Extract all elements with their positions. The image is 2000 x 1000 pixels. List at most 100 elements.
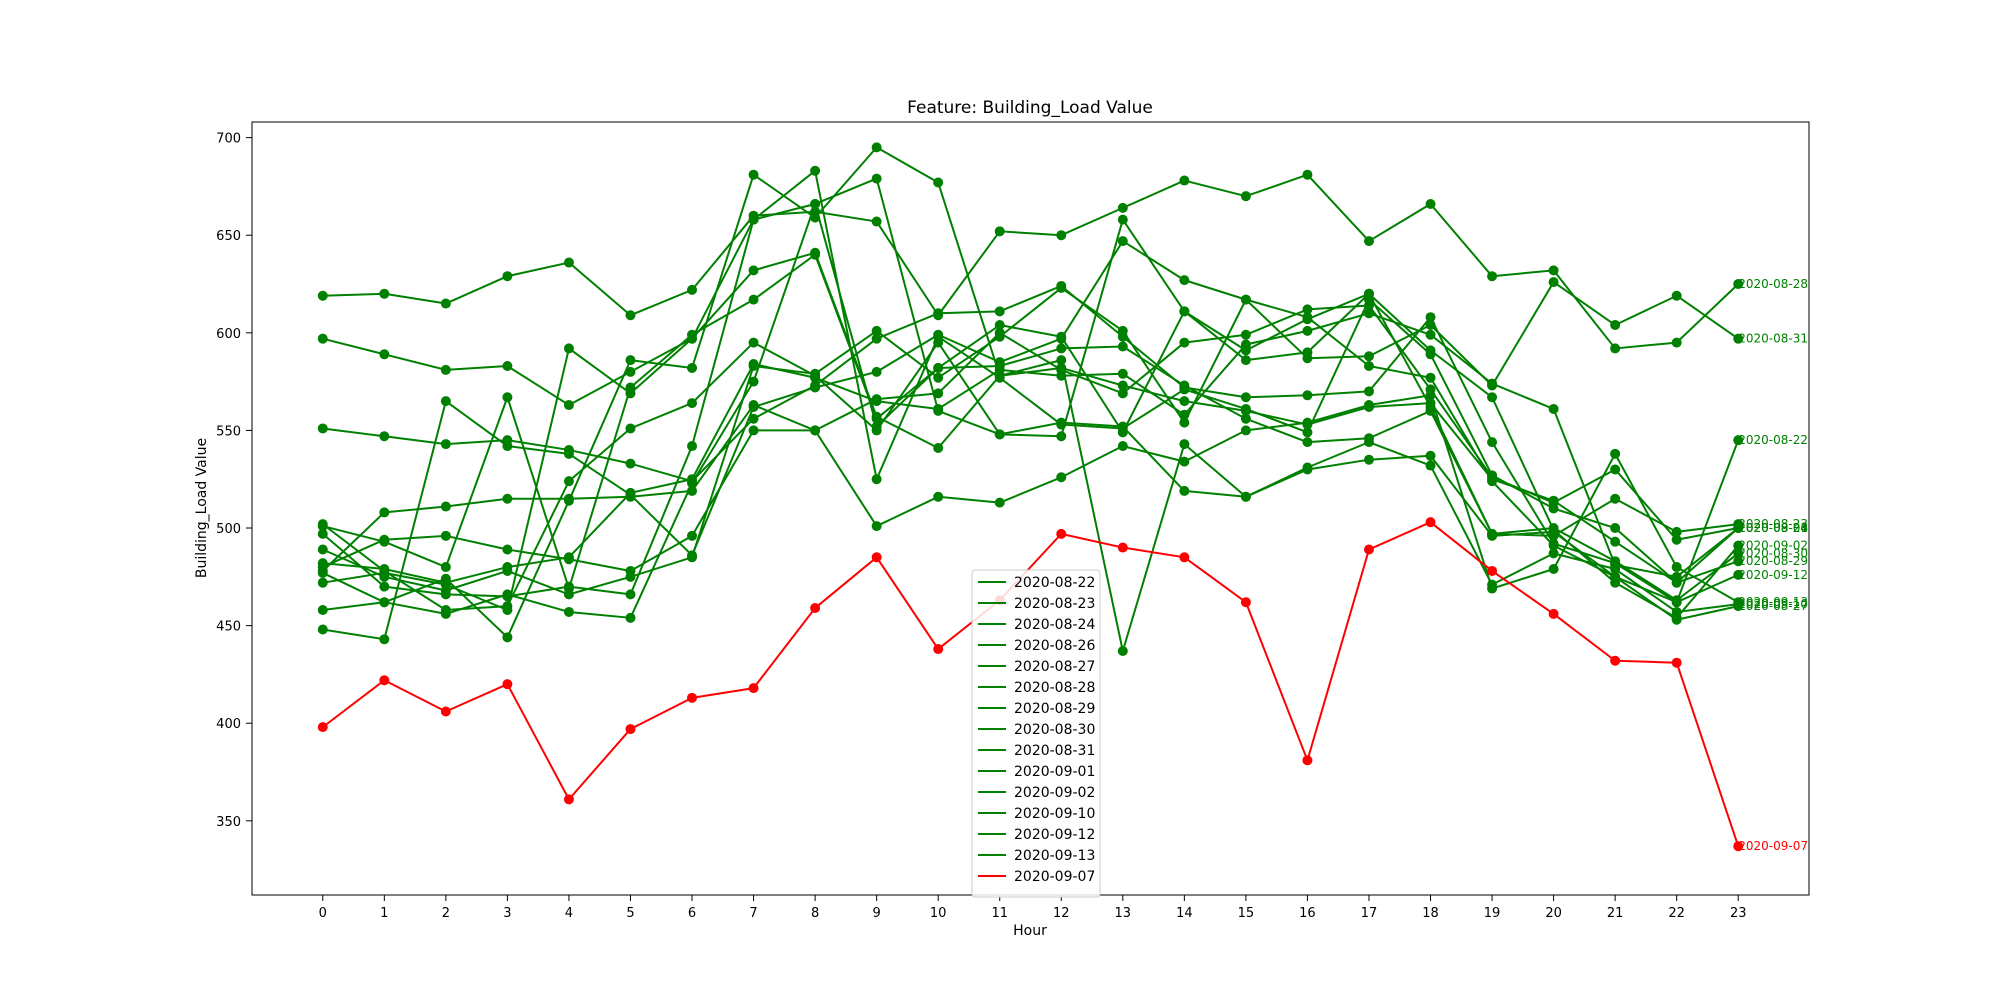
data-point (748, 376, 759, 387)
data-point (625, 366, 636, 377)
series-end-label: 2020-08-23 (1738, 517, 1808, 531)
series-line (322, 521, 1740, 847)
data-point (871, 413, 882, 424)
data-point (1240, 425, 1251, 436)
data-point (994, 357, 1005, 368)
data-point (1302, 417, 1313, 428)
data-point (1425, 450, 1436, 461)
legend-item: 2020-08-29 (978, 701, 1095, 717)
legend-label: 2020-09-07 (1014, 869, 1095, 885)
data-point (1056, 528, 1067, 539)
data-point (1363, 400, 1374, 411)
data-point (379, 288, 390, 299)
data-point (1240, 355, 1251, 366)
data-point (563, 589, 574, 600)
data-point (1671, 562, 1682, 573)
data-point (502, 361, 513, 372)
series-end-label: 2020-09-10 (1738, 597, 1808, 611)
data-point (1302, 169, 1313, 180)
series-layer: 2020-08-222020-08-232020-08-242020-08-26… (317, 142, 1808, 853)
data-point (687, 485, 698, 496)
x-tick-label: 22 (1668, 906, 1685, 921)
data-point (1548, 265, 1559, 276)
data-point (1179, 337, 1190, 348)
x-tick-label: 10 (930, 906, 947, 921)
legend-label: 2020-08-31 (1014, 743, 1095, 759)
x-tick-label: 16 (1299, 906, 1316, 921)
data-point (871, 333, 882, 344)
data-point (625, 491, 636, 502)
data-point (1302, 390, 1313, 401)
y-tick-label: 650 (216, 229, 241, 244)
data-point (748, 425, 759, 436)
data-point (1610, 556, 1621, 567)
series-end-label: 2020-08-22 (1738, 433, 1808, 447)
data-point (1179, 552, 1190, 563)
data-point (810, 368, 821, 379)
legend-label: 2020-09-12 (1014, 827, 1095, 843)
data-point (687, 530, 698, 541)
data-point (871, 521, 882, 532)
data-point (1302, 325, 1313, 336)
data-point (1610, 571, 1621, 582)
legend-item: 2020-09-07 (978, 869, 1095, 885)
data-point (625, 571, 636, 582)
data-point (994, 429, 1005, 440)
data-point (1302, 437, 1313, 448)
series-line (322, 284, 1740, 604)
data-point (748, 361, 759, 372)
x-tick-label: 9 (873, 906, 881, 921)
data-point (1610, 536, 1621, 547)
y-tick-label: 600 (216, 327, 241, 342)
data-point (379, 597, 390, 608)
legend-label: 2020-09-01 (1014, 764, 1095, 780)
data-point (1117, 427, 1128, 438)
data-point (1425, 345, 1436, 356)
data-point (1487, 271, 1498, 282)
y-tick-label: 350 (216, 815, 241, 830)
data-point (317, 333, 328, 344)
data-point (625, 423, 636, 434)
data-point (563, 343, 574, 354)
data-point (1610, 493, 1621, 504)
data-point (502, 493, 513, 504)
data-point (810, 425, 821, 436)
data-point (502, 441, 513, 452)
data-point (1179, 275, 1190, 286)
data-point (933, 372, 944, 383)
data-point (440, 364, 451, 375)
data-point (1056, 431, 1067, 442)
data-point (994, 306, 1005, 317)
data-point (440, 562, 451, 573)
data-point (1671, 606, 1682, 617)
data-point (871, 552, 882, 563)
data-point (440, 501, 451, 512)
data-point (871, 325, 882, 336)
legend-item: 2020-08-23 (978, 596, 1095, 612)
data-point (502, 544, 513, 555)
data-point (317, 605, 328, 616)
data-point (1733, 435, 1744, 446)
data-point (1610, 464, 1621, 475)
data-point (810, 165, 821, 176)
y-tick-label: 450 (216, 620, 241, 635)
data-point (379, 634, 390, 645)
data-point (871, 216, 882, 227)
x-tick-label: 3 (503, 906, 511, 921)
x-tick-label: 12 (1053, 906, 1070, 921)
data-point (1671, 597, 1682, 608)
data-point (1548, 403, 1559, 414)
data-point (502, 392, 513, 403)
data-point (1487, 476, 1498, 487)
x-tick-label: 17 (1361, 906, 1378, 921)
data-point (1733, 540, 1744, 551)
data-point (1179, 306, 1190, 317)
data-point (687, 692, 698, 703)
data-point (317, 544, 328, 555)
data-point (810, 249, 821, 260)
data-point (933, 310, 944, 321)
data-point (687, 441, 698, 452)
data-point (563, 400, 574, 411)
legend-item: 2020-09-02 (978, 785, 1095, 801)
data-point (1733, 548, 1744, 559)
